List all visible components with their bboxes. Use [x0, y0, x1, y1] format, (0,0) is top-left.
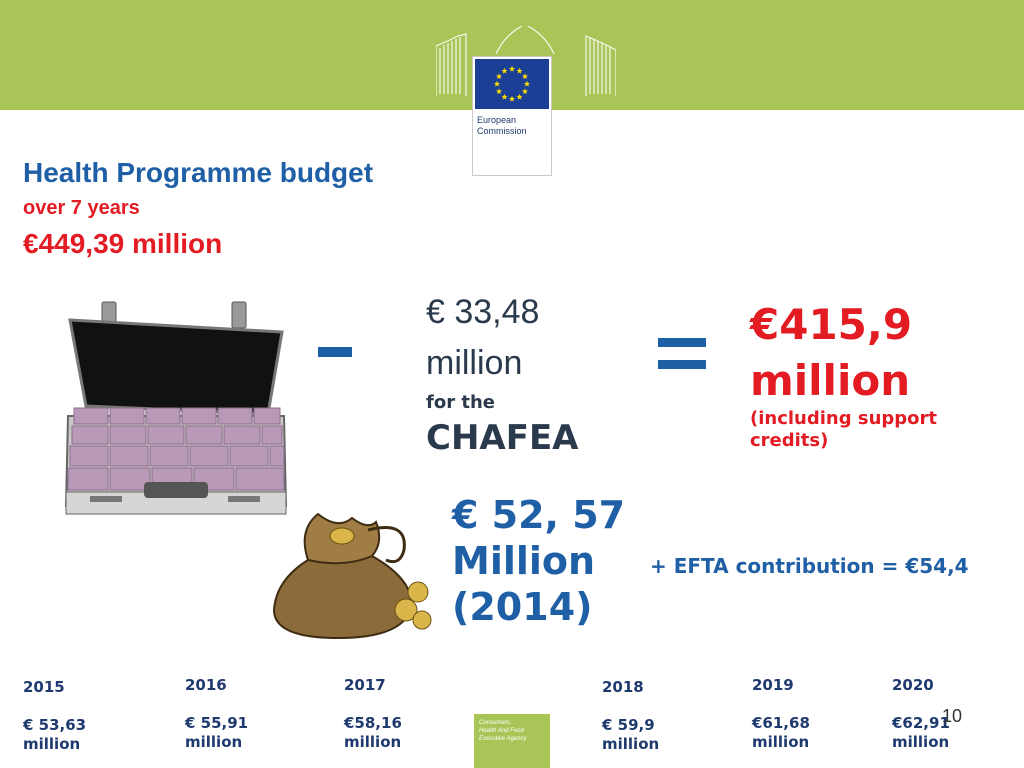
- year-label: 2018: [602, 678, 644, 696]
- year-label: 2020: [892, 676, 934, 694]
- year-label: 2015: [23, 678, 65, 696]
- money-briefcase-icon: [64, 301, 288, 515]
- year-budget-2018: 2018 € 59,9 million: [602, 678, 659, 754]
- year-amount: € 53,63: [23, 716, 87, 734]
- logo-text-line1: European: [477, 115, 517, 125]
- result-note: (including support credits): [750, 408, 938, 451]
- chafea-amount-unit: million: [426, 344, 523, 382]
- budget-2014-amount: € 52, 57: [452, 493, 626, 537]
- eu-star-icon: [521, 73, 529, 80]
- year-label: 2019: [752, 676, 794, 694]
- chafea-logo-line1: Consumers,: [479, 720, 512, 726]
- eu-star-icon: [508, 95, 516, 102]
- year-amount: €58,16: [344, 714, 402, 732]
- page-number: 10: [942, 706, 963, 726]
- logo-text: European Commission: [477, 115, 549, 137]
- eu-star-icon: [516, 93, 523, 100]
- year-amount: € 59,9: [602, 716, 655, 734]
- money-bag-icon: [272, 512, 432, 640]
- year-label: 2016: [185, 676, 227, 694]
- year-label: 2017: [344, 676, 386, 694]
- eu-star-icon: [521, 88, 529, 95]
- year-amount: €61,68: [752, 714, 810, 732]
- eu-star-icon: [495, 88, 503, 95]
- page-subtitle: over 7 years: [23, 197, 140, 219]
- result-amount: €415,9: [750, 300, 913, 349]
- eu-star-icon: [501, 93, 508, 100]
- page-title: Health Programme budget: [23, 157, 374, 188]
- minus-sign: [318, 347, 352, 357]
- year-amount-unit: million: [23, 735, 81, 753]
- efta-contribution: + EFTA contribution = €54,4: [650, 554, 969, 578]
- year-amount-unit: million: [602, 735, 660, 753]
- eu-star-icon: [495, 73, 503, 80]
- budget-2014-unit: Million: [452, 539, 596, 583]
- year-amount: €62,91: [892, 714, 950, 732]
- eu-star-icon: [508, 65, 516, 72]
- year-amount: € 55,91: [185, 714, 249, 732]
- berlaymont-building-icon: [436, 26, 616, 96]
- logo-box: European Commission: [472, 56, 552, 176]
- chafea-logo-line2: Health And Food: [479, 728, 524, 734]
- year-amount-unit: million: [185, 733, 243, 751]
- year-budget-2020: 2020 €62,91 million: [892, 676, 950, 752]
- chafea-amount: € 33,48: [426, 293, 540, 331]
- eu-star-icon: [493, 80, 501, 87]
- total-budget: €449,39 million: [23, 228, 223, 259]
- year-budget-2015: 2015 € 53,63 million: [23, 678, 86, 754]
- eu-flag-icon: [475, 59, 549, 109]
- year-amount-unit: million: [752, 733, 810, 751]
- eu-star-icon: [501, 67, 508, 74]
- chafea-logo: Consumers, Health And Food Executive Age…: [474, 714, 550, 768]
- eu-star-icon: [523, 80, 531, 87]
- european-commission-logo: European Commission: [436, 26, 616, 176]
- chafea-logo-text: Consumers, Health And Food Executive Age…: [479, 719, 547, 743]
- eu-star-icon: [516, 67, 523, 74]
- result-unit: million: [750, 356, 911, 405]
- logo-text-line2: Commission: [477, 126, 527, 136]
- chafea-for-label: for the: [426, 392, 495, 413]
- year-budget-2019: 2019 €61,68 million: [752, 676, 810, 752]
- year-budget-2017: 2017 €58,16 million: [344, 676, 402, 752]
- chafea-name: CHAFEA: [426, 418, 579, 458]
- equals-sign: [658, 334, 706, 374]
- budget-2014-year: (2014): [452, 585, 593, 629]
- chafea-logo-line3: Executive Agency: [479, 736, 527, 742]
- year-amount-unit: million: [892, 733, 950, 751]
- equals-bar-bottom: [658, 360, 706, 369]
- year-budget-2016: 2016 € 55,91 million: [185, 676, 248, 752]
- equals-bar-top: [658, 338, 706, 347]
- year-amount-unit: million: [344, 733, 402, 751]
- budget-2014: € 52, 57 Million (2014): [452, 492, 652, 630]
